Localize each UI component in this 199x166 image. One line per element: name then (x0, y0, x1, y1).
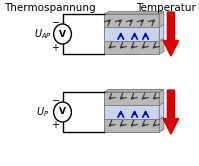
Polygon shape (104, 27, 159, 41)
Polygon shape (104, 25, 164, 27)
Polygon shape (104, 102, 164, 105)
Polygon shape (104, 117, 164, 119)
FancyArrow shape (163, 12, 179, 56)
FancyArrow shape (163, 90, 179, 134)
Polygon shape (104, 92, 159, 105)
Polygon shape (104, 119, 159, 132)
Polygon shape (159, 89, 164, 105)
Polygon shape (159, 117, 164, 132)
Text: V: V (59, 108, 66, 117)
Polygon shape (159, 102, 164, 119)
Text: $-$: $-$ (51, 16, 60, 26)
Circle shape (54, 102, 71, 122)
Text: $U_{AP}$: $U_{AP}$ (34, 27, 52, 41)
Text: V: V (59, 30, 66, 39)
Circle shape (54, 24, 71, 44)
Text: $-$: $-$ (51, 94, 60, 104)
Polygon shape (159, 11, 164, 27)
Polygon shape (104, 105, 159, 119)
Polygon shape (104, 11, 164, 14)
Polygon shape (104, 14, 159, 27)
Text: Temperatur: Temperatur (136, 3, 195, 13)
Text: $U_P$: $U_P$ (36, 105, 50, 119)
Polygon shape (104, 89, 164, 92)
Polygon shape (104, 39, 164, 41)
Polygon shape (104, 41, 159, 54)
Text: Thermospannung: Thermospannung (4, 3, 96, 13)
Polygon shape (159, 39, 164, 54)
Polygon shape (159, 25, 164, 41)
Text: $+$: $+$ (51, 120, 60, 130)
Text: $+$: $+$ (51, 42, 60, 52)
